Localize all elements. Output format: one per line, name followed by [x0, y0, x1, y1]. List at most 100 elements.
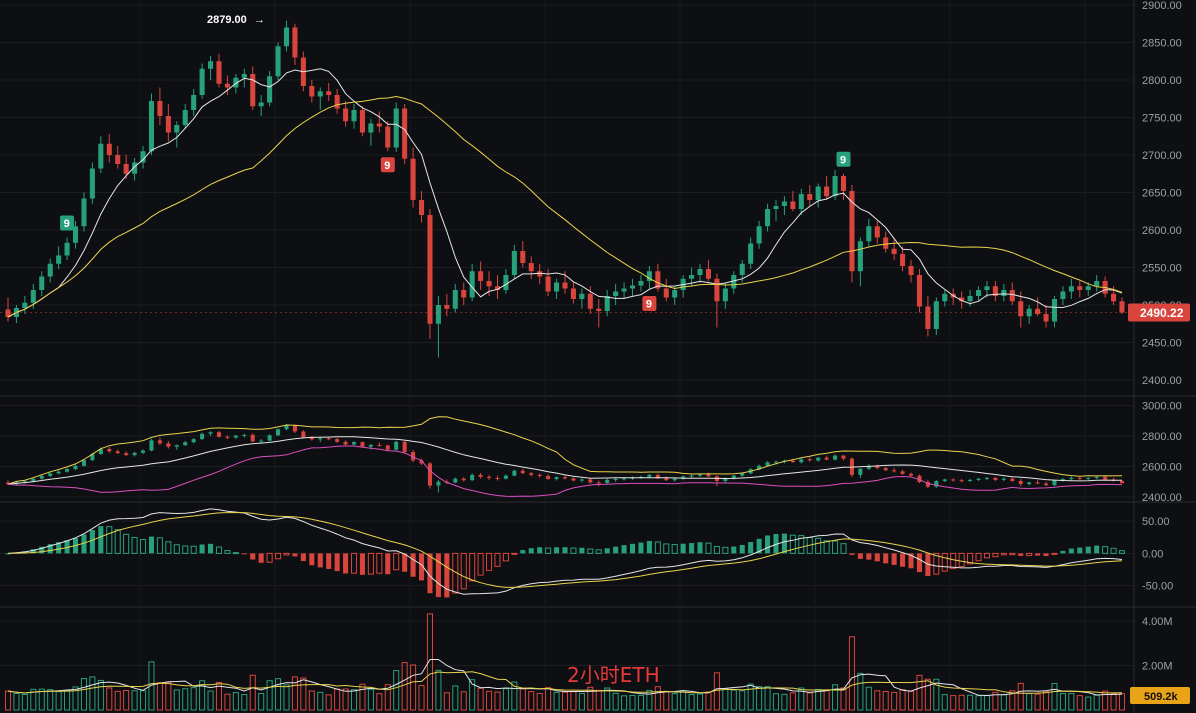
mini-candle-body: [436, 481, 441, 486]
volume-bar: [1110, 693, 1117, 711]
macd-histogram-bar: [1051, 552, 1058, 555]
price-pane[interactable]: 9 9 9 9: [0, 20, 1128, 358]
mini-candle-body: [562, 477, 568, 479]
volume-bar: [646, 689, 653, 711]
volume-bar: [832, 684, 839, 711]
candle-body: [334, 95, 340, 109]
volume-bar: [696, 693, 704, 711]
candle-body: [604, 296, 610, 311]
candle-body: [908, 266, 914, 275]
td-sequential-label: 9: [646, 299, 652, 311]
volume-bar: [874, 690, 881, 711]
volume-bar: [595, 689, 602, 711]
ma-long-line: [7, 95, 1123, 318]
candle-body: [39, 276, 45, 290]
macd-histogram-bar: [798, 535, 805, 554]
volume-bar: [891, 691, 898, 711]
candle-body: [224, 83, 230, 88]
macd-histogram-bar: [106, 526, 113, 554]
mini-candle-body: [1069, 477, 1074, 479]
macd-histogram-bar: [334, 553, 340, 572]
volume-bar: [1043, 691, 1050, 711]
macd-histogram-bar: [326, 553, 332, 569]
volume-bar: [469, 679, 476, 711]
mini-candle-body: [73, 465, 78, 470]
candle-body: [866, 226, 872, 242]
volume-bar: [443, 692, 450, 711]
macd-histogram-bar: [731, 546, 737, 554]
candle-body: [857, 241, 863, 272]
mini-candle-body: [478, 474, 483, 477]
axis-tick-label: 2750.00: [1142, 113, 1182, 125]
candle-body: [469, 271, 475, 298]
macd-histogram-bar: [866, 553, 872, 560]
macd-pane[interactable]: [5, 508, 1126, 598]
candle-body: [5, 309, 11, 317]
axis-tick-label: 2600.00: [1142, 462, 1182, 474]
td-sequential-marker: [836, 151, 851, 167]
candle-body: [283, 27, 290, 47]
volume-bar: [1068, 692, 1075, 711]
candle-body: [157, 101, 163, 116]
mini-candle-body: [968, 479, 973, 481]
volume-bar: [781, 693, 788, 711]
mini-candle-body: [900, 471, 905, 474]
candle-body: [520, 251, 526, 263]
candle-body: [1111, 293, 1117, 302]
macd-histogram-bar: [992, 552, 999, 558]
candle-body: [1119, 301, 1125, 313]
candle-body: [1051, 299, 1058, 322]
volume-bar: [283, 684, 290, 711]
volume-ma-long-line: [7, 671, 1123, 694]
volume-bar: [182, 688, 189, 711]
macd-histogram-bar: [983, 552, 991, 559]
macd-histogram-bar: [520, 550, 526, 554]
volume-bar: [747, 683, 754, 711]
volume-bar: [435, 669, 442, 711]
candle-body: [148, 101, 155, 152]
candle-body: [900, 254, 906, 266]
macd-histogram-bar: [114, 529, 121, 554]
mini-candle-body: [318, 438, 323, 440]
volume-bar: [899, 689, 906, 711]
macd-histogram-bar: [621, 545, 627, 554]
candle-body: [1085, 286, 1091, 290]
bollinger-pane[interactable]: [5, 416, 1125, 497]
candle-body: [106, 143, 112, 155]
mini-candle-body: [655, 474, 660, 479]
candle-body: [714, 278, 720, 302]
mini-candle-body: [351, 442, 357, 445]
mini-candle-body: [183, 442, 188, 446]
volume-bar: [1034, 693, 1041, 711]
candle-body: [992, 286, 998, 296]
mini-candle-body: [1027, 482, 1032, 485]
mini-candle-body: [487, 476, 492, 478]
mini-candle-body: [242, 434, 247, 436]
macd-histogram-bar: [857, 553, 863, 559]
volume-bar: [730, 689, 737, 711]
candle-body: [959, 297, 965, 302]
mini-candle-body: [216, 432, 222, 437]
volume-bar: [97, 679, 104, 711]
volume-bar: [148, 661, 155, 711]
macd-histogram-bar: [241, 553, 247, 555]
candle-body: [1060, 291, 1066, 299]
volume-bar: [21, 694, 28, 711]
mini-candle-body: [495, 477, 500, 479]
volume-bar: [688, 694, 695, 711]
macd-histogram-bar: [309, 553, 315, 566]
last-price-label: 2490.22: [1140, 306, 1184, 320]
volume-pane[interactable]: [4, 613, 1126, 711]
candle-body: [1001, 290, 1007, 296]
candle-body: [672, 290, 678, 298]
volume-bar: [232, 692, 239, 711]
mini-candle-body: [132, 452, 137, 456]
mini-candle-body: [98, 449, 103, 455]
macd-dea-line: [7, 511, 1123, 588]
volume-bar: [1085, 696, 1092, 711]
candle-body: [663, 288, 669, 298]
macd-histogram-bar: [343, 553, 349, 574]
